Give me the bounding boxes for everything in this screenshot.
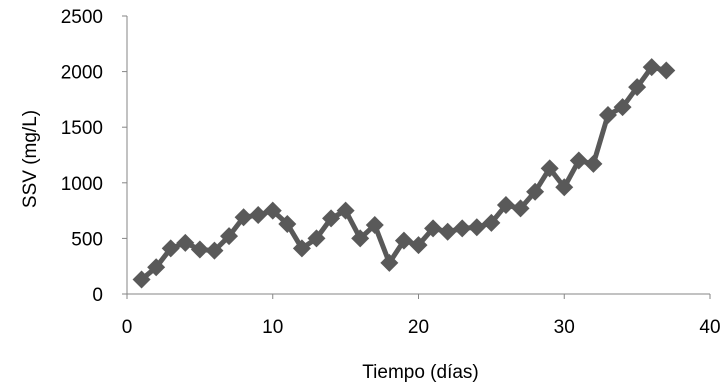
x-tick-label: 30 — [554, 317, 575, 338]
data-point — [613, 98, 632, 117]
x-tick-label: 10 — [262, 317, 283, 338]
y-tick-label: 2500 — [61, 7, 103, 28]
data-point — [307, 229, 326, 248]
y-tick-label: 1500 — [61, 118, 103, 139]
data-point — [453, 219, 472, 238]
x-tick-label: 40 — [699, 317, 720, 338]
x-tick-label: 20 — [408, 317, 429, 338]
data-point — [496, 196, 515, 215]
data-point — [336, 201, 355, 220]
x-axis-title: Tiempo (días) — [362, 362, 479, 383]
data-point — [147, 258, 166, 277]
y-tick-label: 500 — [71, 229, 103, 250]
data-point — [132, 270, 151, 289]
data-point — [409, 236, 428, 255]
y-axis-title: SSV (mg/L) — [20, 110, 41, 208]
data-point — [161, 239, 180, 258]
y-ticks: 0 500 1000 1500 2000 2500 — [61, 7, 127, 306]
y-tick-label: 1000 — [61, 174, 103, 195]
data-point — [380, 253, 399, 272]
y-axis: 0 500 1000 1500 2000 2500 — [61, 7, 128, 306]
data-point — [657, 61, 676, 80]
data-point — [176, 233, 195, 252]
data-point — [467, 218, 486, 237]
data-point — [394, 231, 413, 250]
data-point — [249, 206, 268, 225]
data-point — [598, 105, 617, 124]
data-point — [511, 199, 530, 218]
data-point — [482, 213, 501, 232]
x-ticks: 0 10 20 30 40 — [122, 294, 721, 338]
y-tick-label: 2000 — [61, 63, 103, 84]
data-point — [526, 182, 545, 201]
plot-area — [132, 58, 676, 289]
data-point — [438, 222, 457, 241]
data-point — [365, 216, 384, 235]
data-point — [628, 78, 647, 97]
x-axis: 0 10 20 30 40 — [122, 293, 721, 338]
data-point — [424, 219, 443, 238]
data-point — [351, 229, 370, 248]
data-point — [322, 209, 341, 228]
data-point — [205, 241, 224, 260]
x-tick-label: 0 — [122, 317, 133, 338]
data-point — [292, 239, 311, 258]
data-point — [263, 201, 282, 220]
data-point — [540, 159, 559, 178]
y-tick-label: 0 — [92, 285, 103, 306]
data-point — [642, 58, 661, 77]
data-point — [278, 214, 297, 233]
data-point — [584, 154, 603, 173]
data-point — [555, 178, 574, 197]
data-point — [220, 227, 239, 246]
data-point — [190, 240, 209, 259]
data-point — [234, 208, 253, 227]
data-point — [569, 151, 588, 170]
